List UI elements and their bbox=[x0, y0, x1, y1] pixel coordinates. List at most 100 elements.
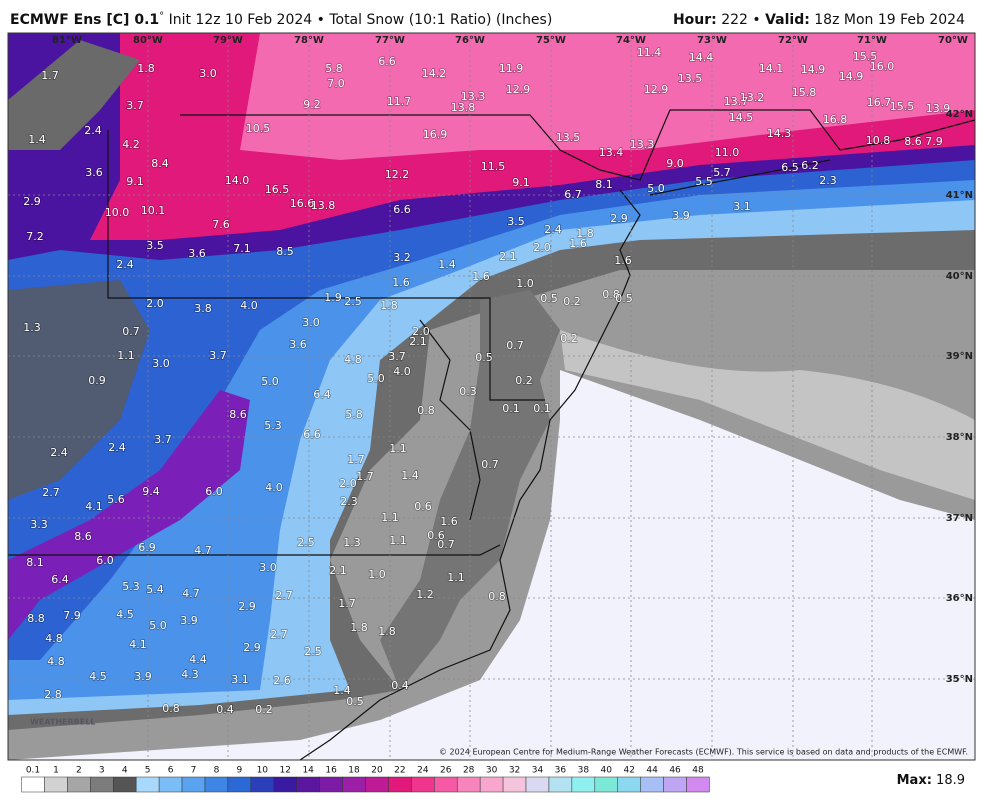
snow-amount-label: 1.6 bbox=[392, 276, 410, 289]
snow-amount-label: 1.7 bbox=[338, 597, 356, 610]
snow-amount-label: 3.9 bbox=[672, 209, 690, 222]
colorbar-label: 16 bbox=[325, 766, 337, 776]
snow-amount-label: 3.9 bbox=[180, 614, 198, 627]
snow-amount-label: 1.8 bbox=[350, 621, 368, 634]
colorbar-label: 9 bbox=[237, 766, 243, 776]
latitude-label: 40°N bbox=[946, 271, 973, 282]
latitude-label: 35°N bbox=[946, 674, 973, 685]
run: Init 12z 10 Feb 2024 • Total Snow (10:1 … bbox=[164, 12, 552, 28]
snow-amount-label: 5.4 bbox=[146, 583, 164, 596]
snow-amount-label: 0.7 bbox=[122, 325, 140, 338]
snow-amount-label: 7.1 bbox=[233, 242, 251, 255]
hour-label: Hour: bbox=[673, 12, 717, 28]
snow-amount-label: 3.7 bbox=[388, 350, 406, 363]
snow-amount-label: 0.3 bbox=[459, 385, 477, 398]
latitude-label: 41°N bbox=[946, 190, 973, 201]
snow-amount-label: 2.1 bbox=[329, 564, 347, 577]
snow-amount-label: 3.7 bbox=[154, 433, 172, 446]
snow-amount-label: 2.5 bbox=[344, 295, 362, 308]
snow-amount-label: 4.3 bbox=[181, 668, 199, 681]
snow-amount-label: 0.7 bbox=[481, 458, 499, 471]
snow-amount-label: 10.0 bbox=[105, 206, 130, 219]
snow-amount-label: 13.2 bbox=[740, 91, 765, 104]
colorbar-swatch bbox=[319, 776, 343, 793]
snow-amount-label: 9.2 bbox=[303, 98, 321, 111]
snow-amount-label: 0.5 bbox=[346, 695, 364, 708]
snow-amount-label: 9.0 bbox=[666, 157, 684, 170]
snow-amount-label: 0.8 bbox=[602, 288, 620, 301]
colorbar-swatch bbox=[21, 776, 45, 793]
snow-amount-label: 1.8 bbox=[137, 62, 155, 75]
snow-amount-label: 0.7 bbox=[506, 339, 524, 352]
max-value: 18.9 bbox=[932, 773, 965, 788]
colorbar-label: 8 bbox=[214, 766, 220, 776]
colorbar-swatch bbox=[640, 776, 664, 793]
snow-amount-label: 6.9 bbox=[138, 541, 156, 554]
snow-amount-label: 3.1 bbox=[733, 200, 751, 213]
colorbar-label: 40 bbox=[601, 766, 613, 776]
snow-amount-label: 2.1 bbox=[499, 250, 517, 263]
colorbar-swatch bbox=[548, 776, 573, 793]
snow-amount-label: 7.6 bbox=[212, 218, 230, 231]
latitude-label: 42°N bbox=[946, 109, 973, 120]
snow-amount-label: 1.9 bbox=[324, 291, 342, 304]
snow-amount-label: 1.2 bbox=[416, 588, 434, 601]
snow-amount-label: 7.9 bbox=[925, 135, 943, 148]
snow-amount-label: 7.2 bbox=[26, 230, 44, 243]
snow-amount-label: 1.1 bbox=[117, 349, 135, 362]
snow-amount-label: 1.6 bbox=[569, 237, 587, 250]
snow-amount-label: 0.5 bbox=[475, 351, 493, 364]
snow-amount-label: 6.2 bbox=[801, 159, 819, 172]
colorbar-label: 10 bbox=[257, 766, 269, 776]
colorbar-swatch bbox=[227, 776, 252, 793]
snow-amount-label: 6.6 bbox=[303, 428, 321, 441]
snow-amount-label: 1.4 bbox=[401, 469, 419, 482]
snow-amount-label: 2.3 bbox=[340, 495, 358, 508]
snow-amount-label: 2.9 bbox=[243, 641, 261, 654]
snow-amount-label: 15.5 bbox=[853, 50, 878, 63]
snow-amount-label: 16.5 bbox=[265, 183, 290, 196]
colorbar-label: 42 bbox=[623, 766, 634, 776]
colorbar-label: 34 bbox=[532, 766, 544, 776]
snow-amount-label: 2.0 bbox=[339, 477, 357, 490]
snow-amount-label: 8.6 bbox=[74, 530, 92, 543]
snow-amount-label: 11.9 bbox=[499, 62, 524, 75]
snow-amount-label: 0.8 bbox=[417, 404, 435, 417]
snow-amount-label: 8.6 bbox=[904, 135, 922, 148]
colorbar-label: 7 bbox=[191, 766, 197, 776]
colorbar-label: 3 bbox=[99, 766, 105, 776]
snow-amount-label: 2.5 bbox=[304, 645, 322, 658]
snow-amount-label: 1.1 bbox=[381, 511, 399, 524]
snow-amount-label: 0.5 bbox=[540, 292, 558, 305]
colorbar-swatch bbox=[135, 776, 160, 793]
hour: 222 • bbox=[717, 12, 765, 28]
snow-amount-label: 3.0 bbox=[259, 561, 277, 574]
longitude-label: 79°W bbox=[213, 35, 243, 46]
longitude-label: 74°W bbox=[616, 35, 646, 46]
colorbar-swatch bbox=[411, 776, 435, 793]
snow-amount-label: 2.7 bbox=[270, 628, 288, 641]
snow-amount-label: 15.8 bbox=[792, 86, 817, 99]
snow-amount-label: 0.9 bbox=[88, 374, 106, 387]
colorbar-label: 1 bbox=[53, 766, 59, 776]
colorbar-swatch bbox=[525, 776, 550, 793]
snow-amount-label: 1.4 bbox=[333, 684, 351, 697]
snow-amount-label: 8.4 bbox=[151, 157, 169, 170]
snow-amount-label: 6.0 bbox=[96, 554, 114, 567]
colorbar-swatch bbox=[434, 776, 458, 793]
snow-amount-label: 13.3 bbox=[461, 90, 486, 103]
snow-amount-label: 1.8 bbox=[378, 625, 396, 638]
snow-amount-label: 1.1 bbox=[447, 571, 465, 584]
snow-amount-label: 1.6 bbox=[472, 270, 490, 283]
colorbar-swatch bbox=[342, 776, 366, 793]
snow-amount-label: 6.6 bbox=[393, 203, 411, 216]
valid-label: Valid: bbox=[765, 12, 810, 28]
snow-amount-label: 5.6 bbox=[107, 493, 125, 506]
snow-amount-label: 1.0 bbox=[368, 568, 386, 581]
snow-amount-label: 2.1 bbox=[409, 335, 427, 348]
snow-amount-label: 0.6 bbox=[414, 500, 432, 513]
snow-amount-label: 7.9 bbox=[63, 609, 81, 622]
colorbar-swatch bbox=[250, 776, 275, 793]
snow-amount-label: 9.1 bbox=[126, 175, 144, 188]
